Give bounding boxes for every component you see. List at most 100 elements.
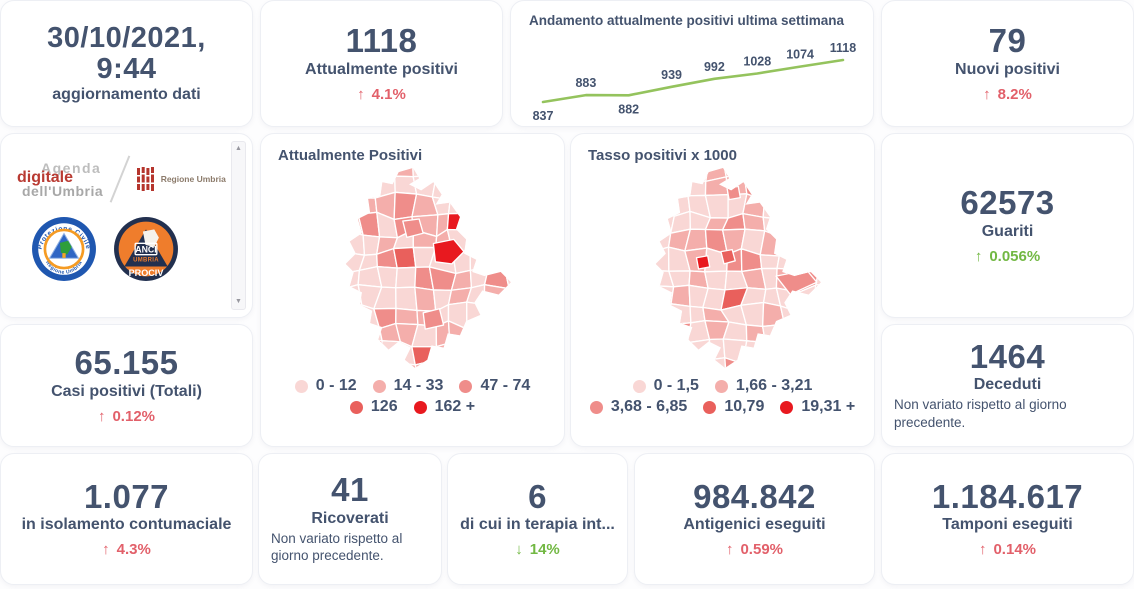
municipality[interactable] (374, 360, 398, 375)
municipality[interactable] (794, 215, 818, 239)
municipality[interactable] (320, 173, 346, 201)
municipality[interactable] (621, 166, 635, 180)
municipality[interactable] (311, 305, 325, 328)
municipality[interactable] (343, 166, 360, 180)
municipality[interactable] (345, 173, 359, 200)
municipality[interactable] (635, 364, 655, 375)
municipality[interactable] (413, 286, 436, 312)
municipality[interactable] (794, 324, 815, 345)
municipality[interactable] (665, 303, 692, 326)
municipality[interactable] (311, 248, 324, 271)
scroll-down-icon[interactable]: ▼ (235, 298, 242, 305)
municipality[interactable] (742, 166, 763, 178)
municipality[interactable] (758, 359, 779, 375)
municipality-highlight[interactable] (422, 308, 444, 330)
municipality[interactable] (775, 250, 801, 271)
municipality[interactable] (343, 303, 363, 330)
municipality[interactable] (781, 323, 799, 346)
municipality[interactable] (374, 166, 399, 179)
municipality[interactable] (311, 197, 323, 218)
municipality[interactable] (467, 229, 491, 256)
municipality[interactable] (410, 345, 437, 366)
municipality[interactable] (487, 253, 508, 271)
municipality[interactable] (431, 359, 455, 375)
municipality[interactable] (814, 192, 825, 219)
municipality[interactable] (321, 341, 341, 367)
municipality[interactable] (320, 289, 346, 306)
municipality[interactable] (621, 249, 633, 269)
municipality[interactable] (506, 326, 515, 348)
municipality[interactable] (774, 192, 797, 221)
municipality[interactable] (795, 192, 818, 219)
municipality[interactable] (813, 178, 825, 197)
municipality[interactable] (630, 195, 649, 218)
municipality[interactable] (794, 235, 819, 253)
municipality[interactable] (629, 212, 649, 236)
municipality[interactable] (487, 192, 511, 219)
logos-scrollbar[interactable]: ▲ ▼ (231, 141, 246, 310)
municipality[interactable] (503, 361, 515, 375)
municipality[interactable] (483, 284, 510, 308)
municipality[interactable] (721, 166, 749, 178)
municipality[interactable] (649, 194, 675, 217)
municipality[interactable] (319, 229, 340, 252)
municipality[interactable] (774, 176, 800, 196)
municipality[interactable] (621, 307, 632, 325)
municipality[interactable] (669, 284, 691, 308)
municipality[interactable] (652, 356, 671, 375)
municipality[interactable] (394, 286, 418, 312)
municipality[interactable] (341, 321, 363, 348)
municipality[interactable] (323, 322, 343, 346)
municipality[interactable] (356, 211, 380, 238)
municipality-highlight[interactable] (432, 238, 465, 265)
municipality[interactable] (394, 307, 419, 326)
municipality[interactable] (465, 301, 491, 330)
municipality[interactable] (338, 357, 365, 375)
municipality[interactable] (451, 361, 470, 375)
municipality[interactable] (795, 305, 815, 329)
municipality[interactable] (621, 195, 631, 217)
municipality[interactable] (793, 247, 819, 274)
municipality[interactable] (448, 342, 470, 365)
municipality[interactable] (433, 342, 453, 365)
municipality[interactable] (686, 338, 710, 361)
municipality[interactable] (621, 180, 630, 199)
municipality[interactable] (779, 305, 799, 326)
municipality[interactable] (813, 235, 825, 252)
choropleth-map-attualmente-positivi[interactable] (311, 166, 515, 375)
municipality[interactable] (775, 359, 802, 375)
municipality[interactable] (684, 357, 711, 375)
municipality[interactable] (811, 339, 824, 365)
municipality[interactable] (506, 234, 515, 256)
municipality[interactable] (311, 325, 325, 341)
municipality[interactable] (355, 340, 383, 363)
municipality[interactable] (741, 340, 766, 367)
municipality[interactable] (464, 325, 491, 349)
municipality[interactable] (506, 306, 515, 330)
municipality[interactable] (468, 177, 490, 197)
municipality[interactable] (707, 357, 727, 375)
municipality[interactable] (311, 268, 324, 289)
municipality[interactable] (759, 230, 782, 257)
municipality[interactable] (378, 340, 401, 364)
municipality[interactable] (466, 166, 487, 181)
municipality[interactable] (321, 210, 346, 234)
municipality[interactable] (811, 327, 824, 344)
municipality[interactable] (648, 166, 674, 178)
municipality[interactable] (431, 174, 456, 201)
municipality[interactable] (487, 234, 511, 256)
municipality[interactable] (629, 166, 648, 180)
municipality[interactable] (631, 307, 649, 325)
municipality[interactable] (482, 345, 511, 364)
municipality[interactable] (648, 211, 675, 237)
municipality[interactable] (685, 179, 706, 197)
municipality[interactable] (778, 166, 800, 182)
municipality[interactable] (338, 228, 365, 256)
municipality[interactable] (319, 360, 342, 375)
municipality[interactable] (621, 360, 637, 375)
municipality[interactable] (630, 285, 649, 309)
municipality[interactable] (447, 195, 470, 215)
municipality[interactable] (320, 303, 346, 329)
municipality[interactable] (794, 342, 813, 363)
municipality[interactable] (707, 338, 725, 361)
